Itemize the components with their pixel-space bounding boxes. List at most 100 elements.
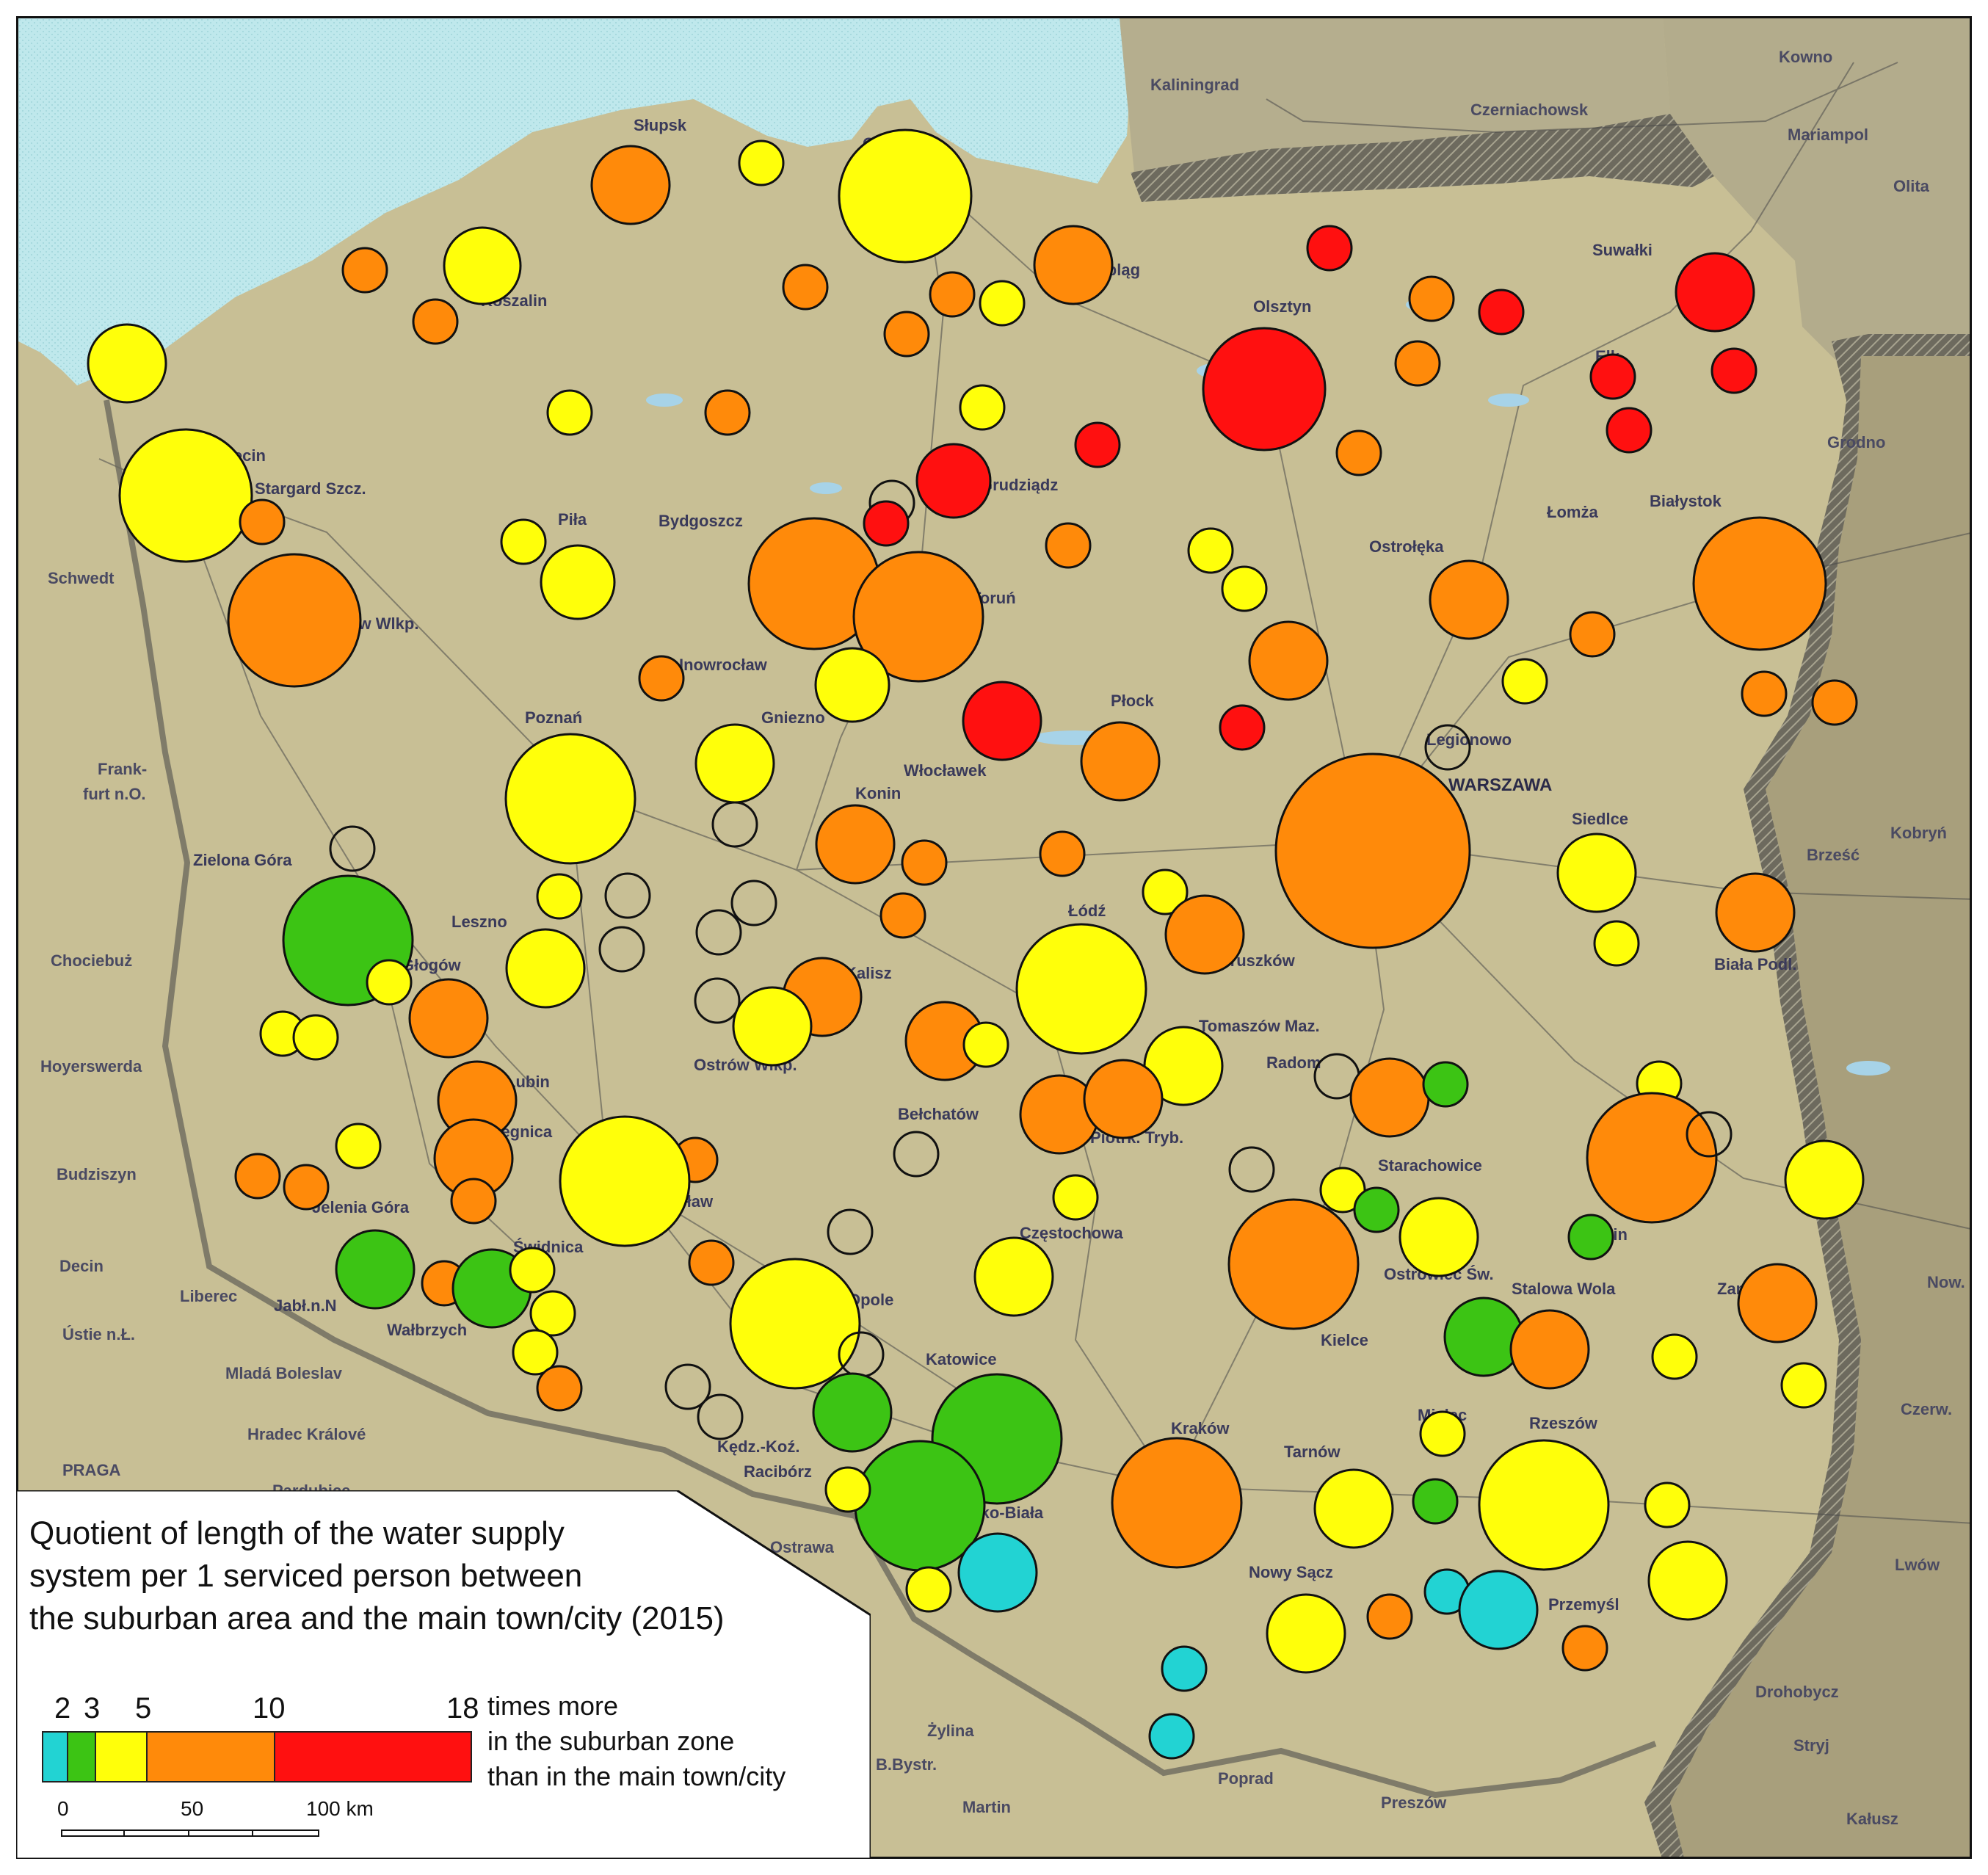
quotient-circle [1429, 559, 1509, 640]
scale-bar [61, 1829, 319, 1837]
quotient-circle [1353, 1186, 1400, 1233]
city-label: Konin [855, 784, 901, 802]
quotient-circle [1651, 1333, 1698, 1380]
quotient-circle [1412, 1478, 1459, 1525]
quotient-circle [1045, 522, 1092, 569]
quotient-circle [1142, 868, 1189, 915]
quotient-circle [1647, 1540, 1728, 1621]
city-label: Ostrołęka [1369, 537, 1444, 556]
quotient-circle [1811, 679, 1858, 726]
quotient-circle [1780, 1362, 1827, 1409]
quotient-circle [1148, 1713, 1195, 1760]
legend-color-yellow [95, 1731, 148, 1782]
quotient-circle [1561, 1625, 1608, 1672]
legend-description: times more in the suburban zone than in … [487, 1689, 786, 1794]
foreign-city-label: Hradec Králové [247, 1425, 366, 1443]
quotient-circle [590, 145, 671, 225]
kaliningrad-region [1120, 18, 1670, 173]
quotient-circle [512, 1329, 559, 1376]
city-label: Częstochowa [1020, 1224, 1123, 1242]
quotient-circle [915, 443, 992, 519]
city-label: Kędz.-Koź. [717, 1437, 799, 1456]
foreign-city-label: Ústie n.Ł. [62, 1325, 135, 1343]
legend-desc-line: in the suburban zone [487, 1726, 735, 1756]
quotient-circle [1692, 516, 1827, 651]
foreign-city-label: Martin [962, 1798, 1011, 1816]
quotient-circle [694, 723, 775, 804]
circles-layer [87, 128, 1865, 1760]
quotient-circle [1306, 225, 1353, 272]
quotient-circle [704, 389, 751, 436]
city-label: Tomaszów Maz. [1199, 1017, 1320, 1035]
quotient-circle [638, 655, 685, 702]
quotient-circle [1569, 611, 1616, 658]
empty-circle [695, 909, 742, 956]
foreign-city-label: Poprad [1218, 1769, 1274, 1788]
city-label: Grudziądz [980, 476, 1058, 494]
foreign-city-label: Now. [1927, 1273, 1965, 1291]
foreign-labels: Kaliningrad Kowno Czerniachowsk Mariampol Ol… [40, 48, 1965, 1828]
foreign-city-label: B.Bystr. [876, 1755, 937, 1774]
quotient-circle [509, 1247, 556, 1294]
quotient-circle [1644, 1481, 1691, 1528]
quotient-circle [1219, 704, 1266, 751]
quotient-circle [1509, 1309, 1590, 1390]
quotient-circle [505, 928, 586, 1009]
quotient-circle [1501, 658, 1548, 705]
foreign-city-label: Stryj [1793, 1736, 1829, 1755]
foreign-city-label: Hoyerswerda [40, 1057, 142, 1076]
quotient-circle [1675, 252, 1755, 333]
quotient-circle [546, 389, 593, 436]
foreign-city-label: Brześć [1807, 846, 1860, 864]
scale-label-0: 0 [57, 1797, 69, 1820]
city-label: Głogów [402, 956, 462, 974]
quotient-circle [292, 1014, 339, 1061]
quotient-circle [450, 1178, 497, 1225]
empty-circle [697, 1393, 744, 1440]
quotient-circle [1478, 1439, 1610, 1571]
foreign-city-label: Frank- [98, 760, 147, 778]
legend-desc-line: than in the main town/city [487, 1761, 786, 1791]
empty-circle [711, 801, 758, 848]
city-label: Łomża [1547, 503, 1598, 521]
quotient-circle [883, 311, 930, 358]
quotient-circle [87, 323, 167, 404]
city-label: Białystok [1650, 492, 1722, 510]
city-label: Bydgoszcz [659, 512, 743, 530]
quotient-circle [1784, 1139, 1865, 1220]
quotient-circle [973, 1236, 1054, 1317]
legend-title-line: system per 1 serviced person between [29, 1558, 583, 1594]
legend-title-line: the suburban area and the main town/city… [29, 1600, 725, 1636]
foreign-city-label: Chociebuż [51, 951, 132, 970]
quotient-circle [1366, 1593, 1413, 1640]
city-label: Stargard Szcz. [255, 479, 366, 498]
city-label: Jelenia Góra [312, 1198, 410, 1216]
empty-circle [1424, 724, 1471, 771]
city-label: Łódź [1068, 902, 1106, 920]
foreign-city-label: Kaliningrad [1150, 76, 1239, 94]
empty-circle [1228, 1146, 1275, 1193]
foreign-city-label: Schwedt [48, 569, 115, 587]
foreign-city-label: Kowno [1779, 48, 1832, 66]
quotient-circle [536, 873, 583, 920]
city-label: Leszno [451, 913, 507, 931]
quotient-circle [905, 1566, 952, 1613]
scale-label-50: 50 [181, 1797, 204, 1820]
quotient-circle [1422, 1061, 1469, 1108]
foreign-city-label: Czerw. [1901, 1400, 1952, 1418]
city-label: Olsztyn [1253, 297, 1311, 316]
quotient-circle [1443, 1296, 1524, 1377]
quotient-circle [1033, 225, 1114, 305]
empty-circle [329, 825, 376, 872]
quotient-circle [979, 280, 1026, 327]
quotient-circle [812, 1372, 893, 1453]
foreign-city-label: Ostrawa [770, 1538, 835, 1556]
foreign-city-label: Lwów [1895, 1556, 1940, 1574]
quotient-circle [504, 733, 636, 865]
quotient-circle [1202, 327, 1327, 451]
quotient-circle [738, 139, 785, 186]
quotient-circle [366, 959, 413, 1006]
quotient-circle [412, 298, 459, 345]
quotient-circle [929, 271, 976, 318]
legend-title: Quotient of length of the water supply s… [29, 1512, 837, 1640]
